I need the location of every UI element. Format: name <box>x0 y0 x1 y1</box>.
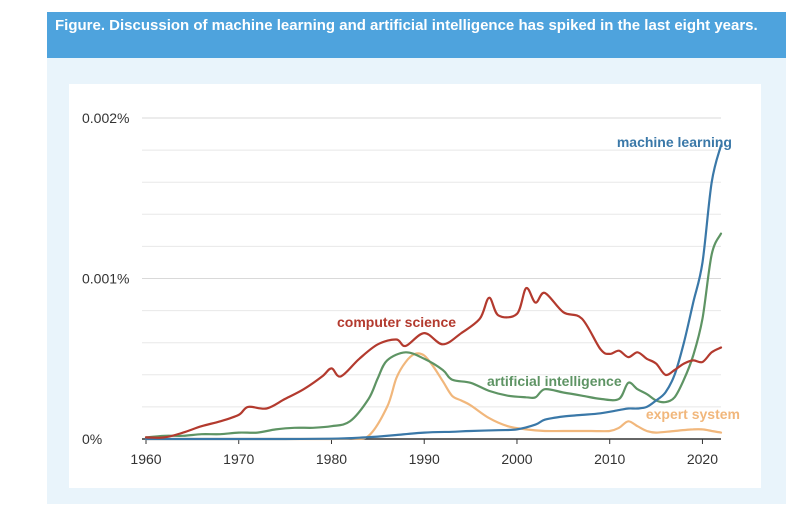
x-tick-label: 2020 <box>687 451 718 467</box>
x-tick-label: 2000 <box>501 451 532 467</box>
series-label-artificial-intelligence: artificial intelligence <box>487 373 622 389</box>
series-label-expert-system: expert system <box>646 406 740 422</box>
x-tick-label: 1970 <box>223 451 254 467</box>
x-tick-label: 1980 <box>316 451 347 467</box>
series-line-machine-learning <box>144 144 723 441</box>
series-labels: machine learning computer science artifici… <box>337 134 740 422</box>
chart-card <box>69 84 761 488</box>
y-tick-label: 0% <box>82 431 102 447</box>
y-tick-label: 0.001% <box>82 271 129 287</box>
series-line-expert-system <box>144 352 723 441</box>
y-tick-label: 0.002% <box>82 110 129 126</box>
x-tick-label: 1960 <box>130 451 161 467</box>
figure-title: Figure. Discussion of machine learning a… <box>55 17 758 34</box>
grid-lines <box>142 117 721 408</box>
x-tick-label: 2010 <box>594 451 625 467</box>
series-label-computer-science: computer science <box>337 314 456 330</box>
series-lines <box>144 144 723 441</box>
series-line-artificial-intelligence <box>144 232 723 439</box>
figure-header: Figure. Discussion of machine learning a… <box>47 12 786 58</box>
series-label-machine-learning: machine learning <box>617 134 732 150</box>
x-tick-label: 1990 <box>409 451 440 467</box>
series-line-computer-science <box>144 286 723 439</box>
axes: 0% 0.001% 0.002% 1960 1970 1980 1990 2000 2010 20… <box>82 110 721 467</box>
